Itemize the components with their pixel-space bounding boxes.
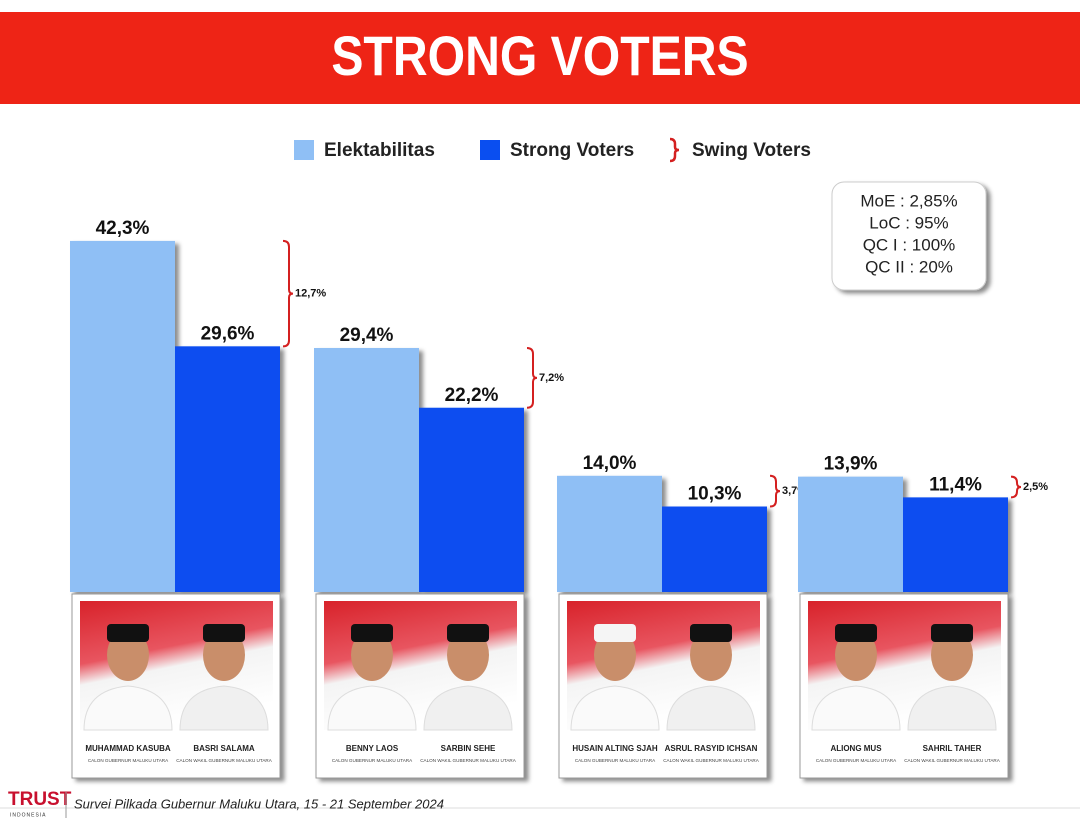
moe-box-frame <box>831 181 987 291</box>
moe-line: QC II : 20% <box>865 257 953 276</box>
value-label: 29,4% <box>340 325 394 346</box>
candidate-name: SARBIN SEHE <box>441 744 496 753</box>
legend-label: Strong Voters <box>510 140 634 161</box>
swing-label: 12,7% <box>295 288 326 300</box>
candidate-name: SAHRIL TAHER <box>923 744 982 753</box>
bar <box>314 347 419 592</box>
person-body <box>423 685 513 731</box>
person-cap <box>931 624 973 642</box>
moe-line: LoC : 95% <box>869 213 948 232</box>
candidate-role: CALON WAKIL GUBERNUR MALUKU UTARA <box>663 758 759 763</box>
person-body <box>907 685 997 731</box>
value-label: 29,6% <box>201 323 255 344</box>
candidate-name: ASRUL RASYID ICHSAN <box>665 744 758 753</box>
footer-text: Survei Pilkada Gubernur Maluku Utara, 15… <box>74 796 444 811</box>
person-cap <box>351 624 393 642</box>
person-cap <box>835 624 877 642</box>
swing-label: 2,5% <box>1023 481 1048 493</box>
person-cap <box>594 624 636 642</box>
value-label: 11,4% <box>929 474 982 495</box>
legend-swatch <box>480 140 500 160</box>
candidate-name: BASRI SALAMA <box>193 744 255 753</box>
logo-sub: INDONESIA <box>10 812 47 818</box>
candidate-role: CALON GUBERNUR MALUKU UTARA <box>816 758 897 763</box>
swing-brace <box>282 239 294 348</box>
moe-line: QC I : 100% <box>863 235 956 254</box>
candidate-role: CALON WAKIL GUBERNUR MALUKU UTARA <box>176 758 272 763</box>
value-label: 14,0% <box>583 453 637 474</box>
person-cap <box>690 624 732 642</box>
chart-title: STRONG VOTERS <box>331 25 748 87</box>
person-body <box>83 685 173 731</box>
swing-label: 7,2% <box>539 372 564 384</box>
bar <box>798 476 903 592</box>
person-body <box>570 685 660 731</box>
legend-swatch <box>669 137 680 163</box>
candidate-role: CALON GUBERNUR MALUKU UTARA <box>332 758 413 763</box>
candidate-name: MUHAMMAD KASUBA <box>85 744 171 753</box>
bar <box>662 506 767 592</box>
logo: TRUST <box>8 789 72 810</box>
person-cap <box>203 624 245 642</box>
value-label: 10,3% <box>688 484 742 505</box>
swing-brace <box>769 474 781 508</box>
person-body <box>327 685 417 731</box>
candidate-role: CALON GUBERNUR MALUKU UTARA <box>88 758 169 763</box>
bar <box>70 240 175 592</box>
swing-brace <box>1010 475 1022 499</box>
value-label: 42,3% <box>96 218 150 239</box>
legend-label: Elektabilitas <box>324 140 435 161</box>
legend-label: Swing Voters <box>692 140 811 161</box>
candidate-role: CALON WAKIL GUBERNUR MALUKU UTARA <box>904 758 1000 763</box>
person-cap <box>447 624 489 642</box>
person-body <box>811 685 901 731</box>
person-body <box>179 685 269 731</box>
bar <box>903 497 1008 592</box>
legend-swatch <box>294 140 314 160</box>
candidate-name: ALIONG MUS <box>830 744 882 753</box>
value-label: 13,9% <box>824 454 878 475</box>
moe-line: MoE : 2,85% <box>860 191 957 210</box>
person-cap <box>107 624 149 642</box>
bar <box>175 346 280 592</box>
bar <box>419 407 524 592</box>
candidate-role: CALON GUBERNUR MALUKU UTARA <box>575 758 656 763</box>
candidate-name: HUSAIN ALTING SJAH <box>572 744 658 753</box>
title-band <box>0 12 1080 104</box>
swing-brace <box>526 346 538 409</box>
value-label: 22,2% <box>445 385 499 406</box>
candidate-role: CALON WAKIL GUBERNUR MALUKU UTARA <box>420 758 516 763</box>
moe-box <box>831 181 987 291</box>
person-body <box>666 685 756 731</box>
candidate-name: BENNY LAOS <box>346 744 399 753</box>
bar <box>557 475 662 592</box>
